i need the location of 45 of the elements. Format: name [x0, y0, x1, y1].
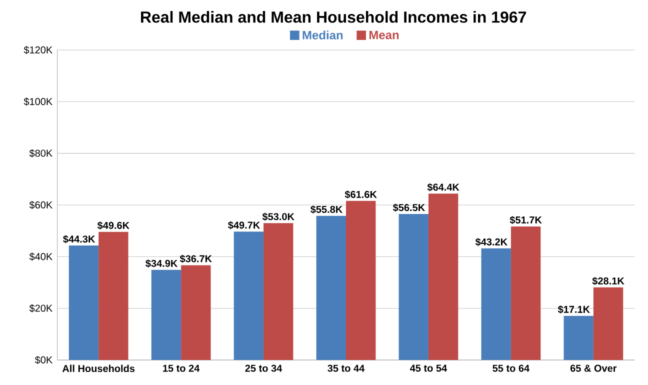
y-tick-label: $60K — [29, 200, 52, 210]
bar — [398, 214, 428, 360]
data-label: $43.2K — [475, 238, 508, 246]
bar — [181, 265, 211, 360]
data-label: $34.9K — [146, 259, 178, 268]
x-tick-label: 65 & Over — [570, 364, 617, 372]
data-label: $53.0K — [262, 212, 294, 221]
bar — [234, 232, 264, 360]
data-label: $51.7K — [510, 216, 542, 224]
x-tick-label: 35 to 44 — [328, 364, 365, 372]
data-label: $49.6K — [97, 221, 130, 230]
bar — [510, 226, 541, 360]
bar — [346, 200, 376, 360]
y-tick-label: $20K — [29, 304, 52, 312]
x-tick-label: 15 to 24 — [163, 364, 200, 372]
bar — [68, 246, 99, 360]
x-tick-label: 25 to 34 — [245, 364, 282, 372]
bar — [316, 216, 346, 360]
bar — [264, 223, 294, 360]
data-label: $49.7K — [228, 221, 260, 230]
bar — [593, 287, 624, 360]
y-tick-label: $40K — [29, 252, 52, 261]
data-label: $61.6K — [344, 190, 377, 199]
bar — [481, 248, 511, 360]
bar — [98, 232, 128, 360]
data-label: $64.4K — [427, 183, 460, 192]
bar — [151, 270, 182, 360]
data-label: $17.1K — [558, 305, 590, 314]
bar — [564, 316, 594, 360]
data-label: $36.7K — [180, 254, 212, 263]
x-tick-label: 55 to 64 — [492, 364, 530, 372]
x-tick-label: All Households — [62, 364, 135, 372]
data-label: $55.8K — [310, 205, 343, 214]
legend-label: Mean — [369, 30, 399, 40]
y-tick-label: $120K — [24, 46, 52, 54]
chart-title: Real Median and Mean Household Incomes in 1967 — [141, 11, 526, 23]
legend-label: Median — [302, 30, 343, 40]
y-tick-label: $0K — [34, 356, 52, 364]
bar — [428, 194, 458, 360]
data-label: $56.5K — [392, 204, 425, 212]
x-tick-label: 45 to 54 — [410, 364, 448, 372]
y-tick-label: $80K — [29, 149, 52, 158]
y-tick-label: $100K — [24, 98, 52, 106]
data-label: $28.1K — [592, 276, 624, 286]
data-label: $44.3K — [63, 235, 96, 244]
